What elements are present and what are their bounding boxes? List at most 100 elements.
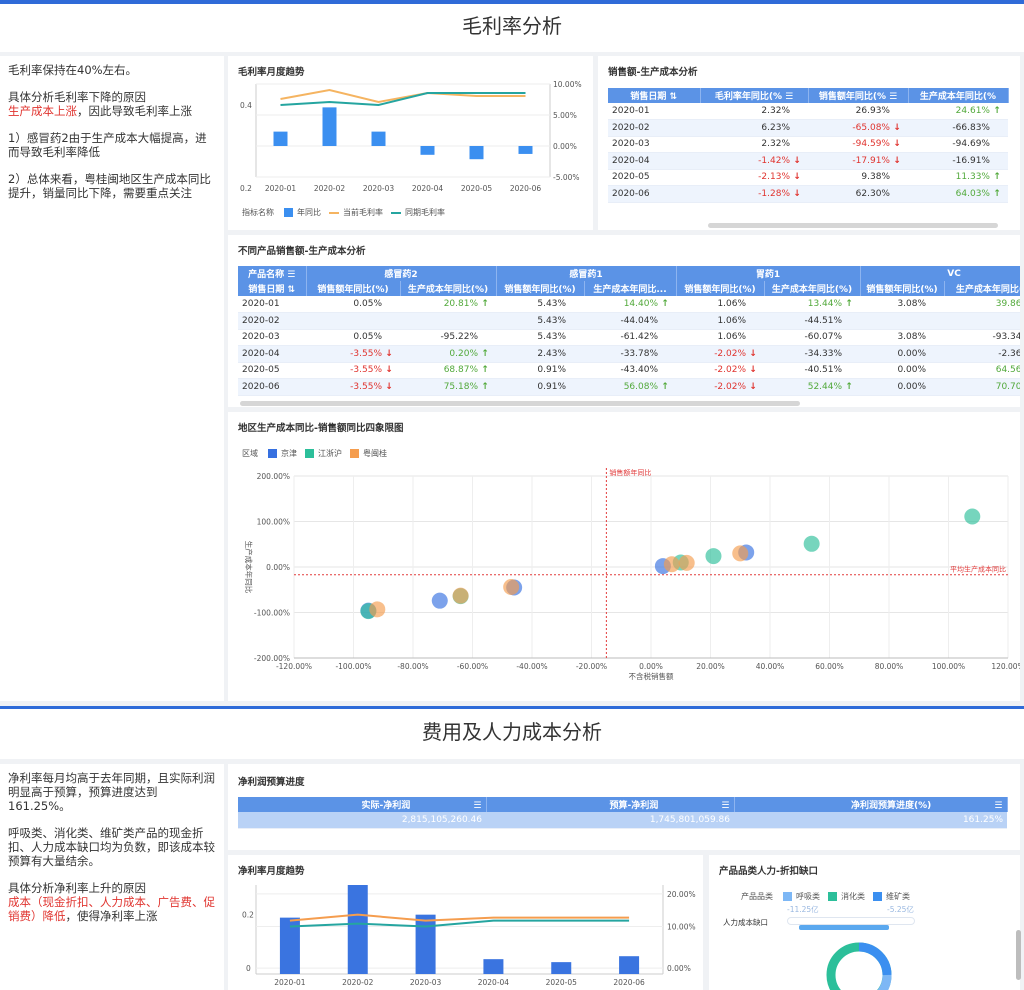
panel-title: 销售额-生产成本分析 — [608, 67, 698, 78]
column-header[interactable]: 销售额年同比(%) — [306, 281, 401, 296]
note-text: 具体分析毛利率下降的原因 生产成本上涨，因此导致毛利率上涨 — [8, 90, 192, 118]
column-header[interactable]: 实际-净利润 ☰ — [238, 797, 487, 812]
gm-cell: 6.23% — [700, 119, 808, 137]
value-cell: -3.55% ↓ — [306, 345, 400, 363]
value-cell: 70.70%↑ — [944, 378, 1020, 396]
column-header[interactable]: 净利润预算进度(%) ☰ — [734, 797, 1008, 812]
x-tick-label: 20.00% — [696, 662, 725, 671]
sub-value: -5.25亿 — [887, 905, 914, 914]
tick-label: 10.00% — [667, 923, 696, 932]
y-tick-label: 200.00% — [257, 472, 290, 481]
table-row[interactable]: 2020-04 -1.42% ↓ -17.91% ↓ -16.91% — [608, 152, 1008, 170]
bar — [420, 146, 435, 155]
tick-label: 20.00% — [667, 890, 696, 899]
table-row[interactable]: 2020-03 0.05% -95.22% 5.43% -61.42% 1.06% -60.… — [238, 329, 1020, 346]
net-profit-trend-panel: 净利率月度趋势 20.00% 10.00% 0.00% 0.2 0 2020-01 2020… — [228, 855, 703, 990]
table-row[interactable]: 2020-05 -3.55% ↓ 68.87% ↑ 0.91% -43.40% -2.02% ↓… — [238, 362, 1020, 379]
column-header[interactable]: 生产成本年同比... — [584, 281, 677, 296]
gap-track — [787, 917, 915, 925]
horizontal-scrollbar[interactable] — [708, 223, 998, 228]
table-row[interactable]: 2020-04 -3.55% ↓ 0.20% ↑ 2.43% -33.78% -2.02% ↓ -… — [238, 345, 1020, 363]
x-tick-label: 2020-05 — [546, 978, 578, 987]
product-header[interactable]: 感冒药2 — [306, 266, 497, 281]
value-cell: -95.22% — [400, 329, 497, 346]
column-header[interactable]: 销售额年同比(%) — [860, 281, 945, 296]
cost-cell: 24.61% ↑ — [908, 103, 1008, 120]
legend-item-current[interactable]: 当前毛利率 — [329, 207, 383, 218]
x-tick-label: 60.00% — [815, 662, 844, 671]
gm-cell: 2.32% — [700, 136, 808, 153]
column-header[interactable]: 预算-净利润 ☰ — [486, 797, 735, 812]
y-tick-label: 0.00% — [266, 563, 290, 572]
x-tick-label: 2020-04 — [478, 978, 510, 987]
legend-item-yuemingui[interactable]: 粤闽桂 — [350, 448, 387, 459]
cost-notes-panel: 净利率每月均高于去年同期，且实际利润明显高于预算，预算进度达到161.25%。 … — [0, 764, 224, 990]
bar — [347, 885, 368, 974]
value-cell: 20.81% ↑ — [400, 296, 497, 313]
horizontal-scrollbar[interactable] — [240, 401, 800, 406]
table-row[interactable]: 2020-03 2.32% -94.59% ↓ -94.69% — [608, 136, 1008, 153]
table-row[interactable]: 2020-06 -3.55% ↓ 75.18% ↑ 0.91% 56.08% ↑ -2.02% ↓… — [238, 378, 1020, 396]
table-row[interactable]: 2020-02 5.43% -44.04% 1.06% -44.51% — [238, 312, 1020, 330]
legend-item-prior[interactable]: 同期毛利率 — [391, 207, 445, 218]
column-header[interactable]: 销售额年同比(%) — [676, 281, 765, 296]
x-tick-label: 80.00% — [875, 662, 904, 671]
column-header[interactable]: 销售额年同比(% ☰ — [808, 88, 909, 103]
cost-cell: -94.69% — [908, 136, 1008, 153]
x-tick-label: 2020-02 — [342, 978, 374, 987]
date-header[interactable]: 销售日期 ⇅ — [238, 281, 307, 296]
gross-margin-trend-panel: 毛利率月度趋势 10.00% 5.00% 0.00% -5.00% 0.4 0.2 2020… — [228, 56, 593, 230]
column-header[interactable]: 生产成本年同比(%) — [764, 281, 861, 296]
prior-margin-line — [280, 92, 526, 107]
date-cell: 2020-05 — [238, 362, 306, 379]
table-row[interactable]: 2020-06 -1.28% ↓ 62.30% 64.03% ↑ — [608, 185, 1008, 203]
net-profit-trend-chart: 20.00% 10.00% 0.00% 0.2 0 2020-01 2020-02 2020-… — [242, 885, 696, 987]
column-header[interactable]: 销售额年同比(%) — [496, 281, 585, 296]
vertical-scrollbar[interactable] — [1016, 930, 1021, 980]
tick-label: 0.2 — [242, 911, 254, 920]
product-header[interactable]: 感冒药1 — [496, 266, 677, 281]
column-header[interactable]: 销售日期 ⇅ — [608, 88, 701, 103]
quadrant-scatter-chart: 200.00% 100.00% 0.00% -100.00% -200.00%-120.… — [244, 468, 1020, 681]
legend-item-jingjin[interactable]: 京津 — [268, 448, 297, 459]
value-cell: -44.04% — [584, 312, 677, 330]
column-header[interactable]: 生产成本年同比(%) — [400, 281, 497, 296]
scatter-point — [431, 592, 448, 609]
panel-title: 毛利率月度趋势 — [238, 67, 305, 78]
value-cell: -60.07% — [764, 329, 861, 346]
value-cell: 3.08% — [860, 329, 945, 346]
product-name-header[interactable]: 产品名称 ☰ — [238, 266, 307, 281]
column-header[interactable]: 生产成本年同比(% — [908, 88, 1009, 103]
column-header[interactable]: 毛利率年同比(% ☰ — [700, 88, 809, 103]
legend-item-yoy[interactable]: 年同比 — [284, 207, 321, 218]
table-row[interactable]: 2020-02 6.23% -65.08% ↓ -66.83% — [608, 119, 1008, 137]
value-cell: 0.20% ↑ — [400, 345, 497, 363]
y-axis-label: 生产成本年同比 — [244, 541, 254, 594]
legend-item-vitamin[interactable]: 维矿类 — [873, 891, 910, 902]
table-row[interactable]: 2020-01 2.32% 26.93% 24.61% ↑ — [608, 103, 1008, 120]
scatter-point — [964, 508, 981, 525]
cost-cell: -16.91% — [908, 152, 1008, 170]
value-cell: -3.55% ↓ — [306, 362, 400, 379]
column-header[interactable]: 生产成本年同比(%) — [944, 281, 1020, 296]
product-header[interactable]: VC — [860, 266, 1020, 281]
value-cell: -34.33% — [764, 345, 861, 363]
table-row[interactable]: 2020-05 -2.13% ↓ 9.38% 11.33% ↑ — [608, 169, 1008, 186]
legend-item-respiratory[interactable]: 呼吸类 — [783, 891, 820, 902]
value-cell: 0.00% — [860, 378, 945, 396]
note-text: 具体分析净利率上升的原因 成本（现金折扣、人力成本、广告费、促销费）降低，使得净利… — [8, 881, 215, 923]
sales-cell: -17.91% ↓ — [808, 152, 908, 170]
gm-cell: -1.42% ↓ — [700, 152, 808, 170]
cost-notes: 净利率每月均高于去年同期，且实际利润明显高于预算，预算进度达到161.25%。 … — [8, 771, 220, 936]
value-cell: 0.91% — [496, 378, 585, 396]
x-tick-label: -120.00% — [276, 662, 312, 671]
product-header[interactable]: 胃药1 — [676, 266, 861, 281]
product-analysis-panel: 不同产品销售额-生产成本分析 产品名称 ☰ 感冒药2 感冒药1 胃药1 VC 销… — [228, 235, 1020, 407]
legend-item-digestive[interactable]: 消化类 — [828, 891, 865, 902]
table-row[interactable]: 2020-01 0.05% 20.81% ↑ 5.43% 14.40% ↑ 1.06% 13.4… — [238, 296, 1020, 313]
quadrant-panel: 地区生产成本同比-销售额同比四象限图 区域 京津 江浙沪 粤闽桂 200.00%… — [228, 412, 1020, 701]
x-tick-label: 120.00% — [991, 662, 1020, 671]
legend-item-jiangzhehu[interactable]: 江浙沪 — [305, 448, 342, 459]
scatter-point — [452, 587, 469, 604]
legend-label: 区域 — [242, 449, 258, 458]
